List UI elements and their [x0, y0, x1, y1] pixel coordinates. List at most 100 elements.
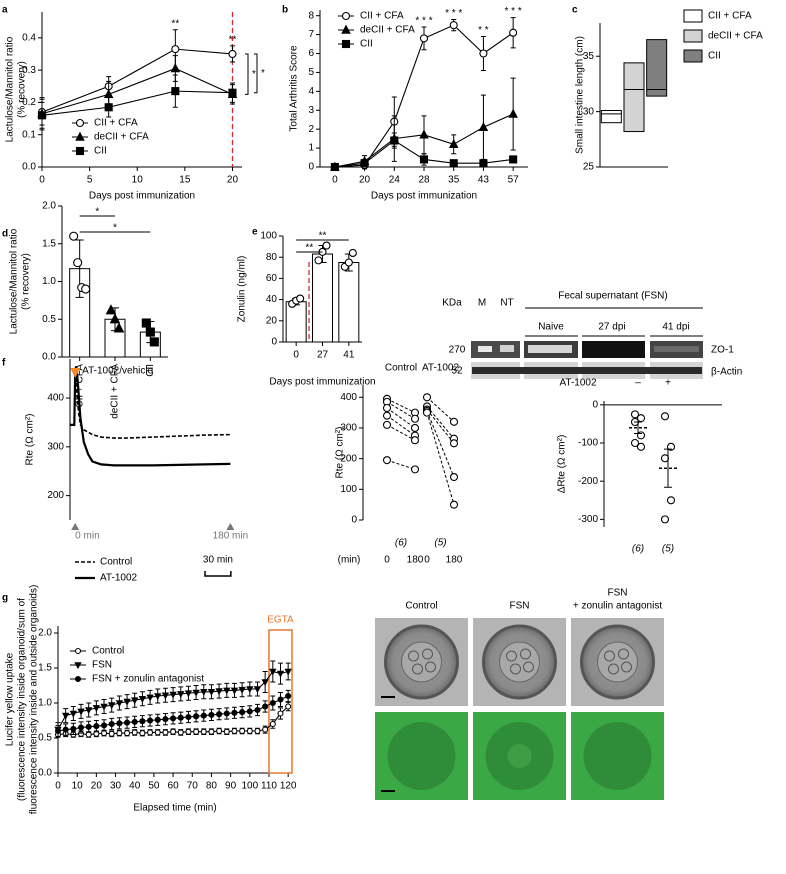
micrograph-label: FSN [608, 588, 628, 599]
y-axis-label: ΔRte (Ω cm²) [557, 435, 568, 494]
y-axis-label: Lucifer yellow uptake [5, 652, 16, 746]
treatment-label: AT-1002/vehicle [82, 366, 153, 377]
marker [100, 722, 108, 729]
y-tick-label: 0.5 [38, 733, 52, 744]
marker [341, 11, 351, 21]
y-tick-label: 3 [308, 105, 314, 116]
paired-line [426, 409, 455, 444]
marker [262, 726, 269, 733]
legend-label: CII [94, 146, 107, 157]
marker [341, 24, 351, 34]
marker [239, 709, 246, 716]
x-tick-label: 20 [227, 175, 239, 186]
marker [177, 714, 184, 721]
y-axis-label: Rte (Ω cm²) [25, 414, 36, 466]
x-tick-label: 0 [384, 555, 390, 566]
group-label: Control [385, 363, 417, 374]
marker [410, 465, 420, 474]
category-label: – [635, 378, 641, 389]
y-tick-label: -300 [578, 514, 598, 525]
marker [200, 688, 208, 696]
marker [216, 711, 223, 718]
y-tick-label: 4 [308, 86, 314, 97]
marker [660, 515, 670, 524]
marker [382, 403, 392, 413]
marker [253, 686, 262, 694]
cell [523, 661, 534, 673]
panel-letter: d [2, 229, 8, 240]
x-tick-label: 27 [317, 350, 329, 361]
marker [261, 679, 269, 687]
marker [246, 686, 254, 694]
significance-label: * [261, 68, 265, 79]
trace-line [70, 366, 231, 467]
y-tick-label: -100 [578, 438, 598, 449]
marker [341, 39, 351, 49]
micrographs: Control FSN FSN + zonulin antagonist [375, 588, 664, 800]
treatment-arrow [70, 368, 81, 378]
marker [228, 88, 237, 97]
paired-line [426, 412, 455, 505]
blot-lane: NT [500, 298, 513, 309]
x-tick-label: 0 [55, 781, 61, 792]
marker [73, 258, 83, 268]
cell [608, 663, 619, 675]
marker [200, 712, 207, 719]
annotation: * * * [445, 8, 462, 19]
scale-bar-label: 30 min [203, 555, 233, 566]
marker [330, 162, 339, 172]
x-tick-label: 90 [225, 781, 237, 792]
micrograph-label: FSN [510, 601, 530, 612]
y-tick-label: 0 [351, 515, 357, 526]
panel-letter: e [252, 227, 258, 238]
marker [116, 730, 123, 737]
blot-condition: Naive [538, 322, 564, 333]
marker [147, 729, 154, 736]
legend-label: AT-1002 [100, 573, 137, 584]
marker [509, 28, 518, 37]
y-tick-label: 40 [266, 294, 278, 305]
x-unit: (min) [338, 555, 361, 566]
marker [116, 720, 123, 727]
x-tick-label: CII [145, 364, 156, 377]
paired-line [386, 459, 416, 470]
marker [85, 707, 93, 715]
marker [448, 138, 459, 149]
marker [170, 715, 177, 722]
marker [666, 496, 676, 505]
y-axis-label: Lactulose/Mannitol ratio [9, 228, 20, 334]
marker [284, 668, 292, 676]
x-tick-label: 80 [206, 781, 218, 792]
marker [246, 727, 253, 735]
annotation: * * * [505, 6, 522, 17]
marker [277, 696, 284, 703]
bar [338, 262, 360, 343]
legend-label: FSN [92, 660, 112, 671]
y-tick-label: 35 [583, 51, 595, 62]
paired-line [386, 424, 416, 441]
paired-line [426, 396, 455, 423]
significance-label: ** [319, 231, 327, 242]
legend-swatch [683, 29, 703, 43]
y-tick-label: 100 [260, 231, 277, 242]
x-tick-label: 180 [446, 555, 463, 566]
y-tick-label: 1.5 [42, 238, 56, 249]
marker [70, 725, 77, 732]
marker [77, 724, 85, 731]
range-bar [623, 62, 645, 133]
marker [208, 728, 215, 735]
marker [200, 728, 207, 735]
y-tick-label: 1.0 [42, 276, 56, 287]
blot-band [654, 346, 699, 352]
marker [146, 694, 154, 702]
marker [296, 294, 305, 303]
paired-line [386, 415, 416, 437]
event-arrow [226, 523, 235, 530]
x-tick-label: 10 [132, 175, 144, 186]
marker [100, 703, 108, 711]
blot-condition: 27 dpi [598, 322, 625, 333]
y-tick-label: 300 [340, 423, 357, 434]
marker [77, 708, 85, 716]
marker [108, 730, 115, 737]
micrograph-label: + zonulin antagonist [573, 601, 662, 612]
